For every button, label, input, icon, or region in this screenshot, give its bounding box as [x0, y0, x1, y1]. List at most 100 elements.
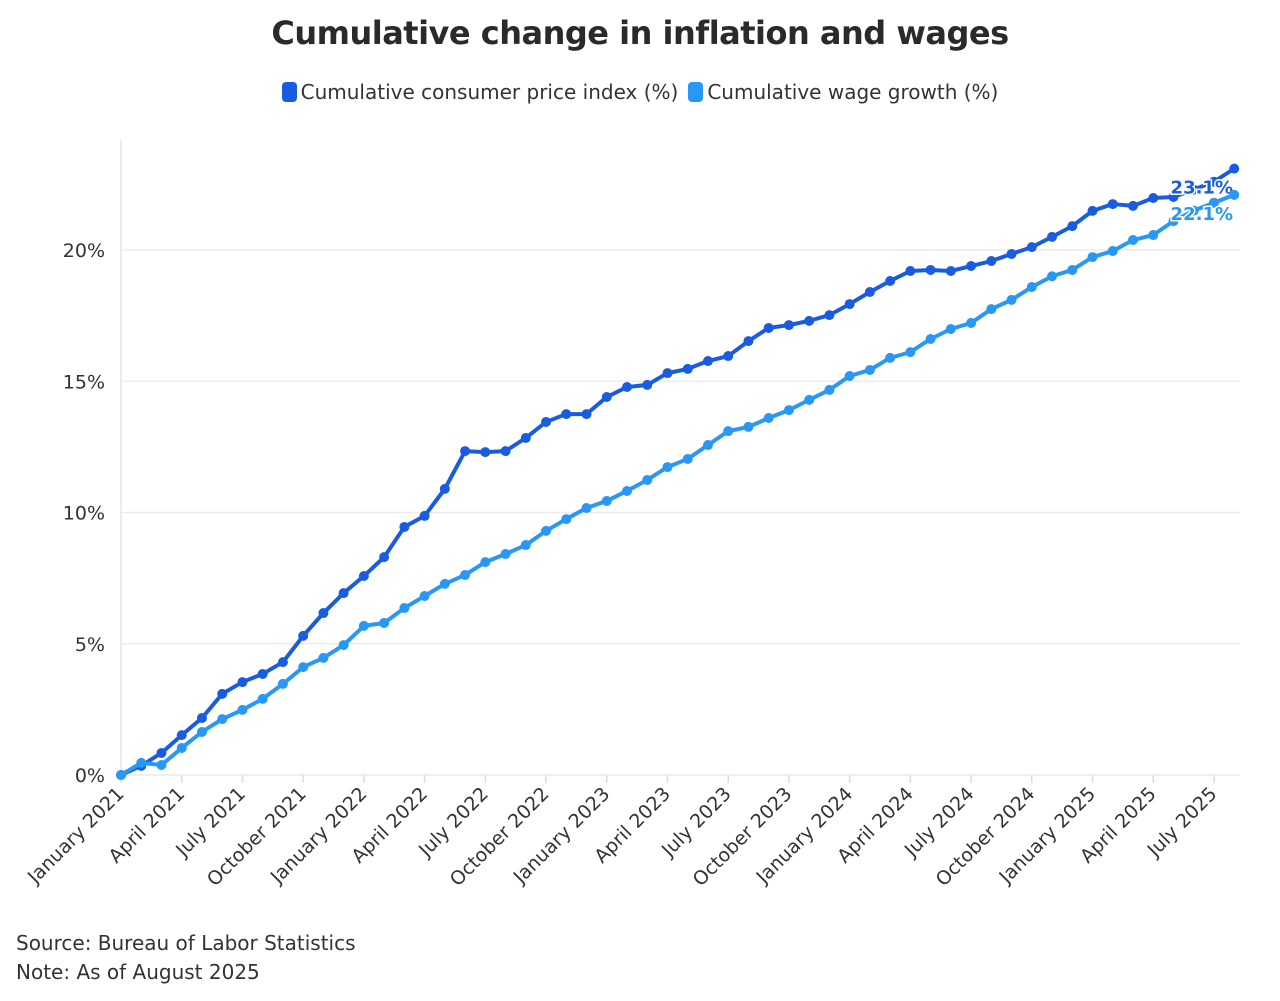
y-tick-label: 0% [75, 765, 105, 787]
wage-point [237, 704, 248, 715]
legend-label-cpi: Cumulative consumer price index (%) [300, 80, 679, 104]
wage-point [743, 421, 754, 432]
cpi-point [1107, 199, 1118, 210]
x-tick-label: January 2021 [23, 783, 129, 889]
cpi-point [1087, 205, 1098, 216]
wage-point [1208, 197, 1219, 208]
wage-point [277, 678, 288, 689]
cpi-point [986, 256, 997, 267]
cpi-end-label: 23.1% [1171, 178, 1233, 199]
y-tick-label: 20% [63, 240, 105, 262]
legend: Cumulative consumer price index (%) Cumu… [0, 80, 1280, 104]
wage-point [561, 514, 572, 525]
wage-point [1168, 216, 1179, 227]
wage-point [702, 440, 713, 451]
wage-point [318, 652, 329, 663]
wage-point [804, 394, 815, 405]
wage-point [925, 333, 936, 344]
cpi-point [1026, 242, 1037, 253]
cpi-point [257, 668, 268, 679]
cpi-point [642, 379, 653, 390]
cpi-point [682, 363, 693, 374]
cpi-point [966, 261, 977, 272]
wage-point [601, 495, 612, 506]
wage-point [116, 770, 126, 780]
cpi-point [379, 552, 390, 563]
cpi-point [480, 447, 491, 458]
cpi-point [1229, 163, 1240, 174]
wage-point [1067, 264, 1078, 275]
wage-point [520, 540, 531, 551]
cpi-point [1208, 176, 1219, 187]
cpi-point [439, 483, 450, 494]
wage-point [136, 757, 147, 768]
legend-swatch-wage [688, 82, 704, 102]
cpi-point [338, 588, 349, 599]
wage-point [662, 462, 673, 473]
cpi-point [622, 382, 632, 393]
wage-point [885, 352, 896, 363]
cpi-point [702, 356, 713, 367]
wage-line [119, 192, 1237, 777]
wage-point [257, 693, 268, 704]
cpi-point [1067, 221, 1078, 232]
wage-point [379, 618, 390, 629]
wage-point [196, 726, 207, 737]
cpi-point [844, 299, 855, 310]
wage-point [642, 474, 653, 485]
cpi-point [298, 630, 309, 641]
wage-point [1188, 205, 1199, 216]
wage-point [581, 503, 592, 514]
cpi-point [783, 320, 794, 331]
cpi-point [1128, 200, 1138, 211]
cpi-point [1168, 191, 1179, 202]
source-note: Source: Bureau of Labor Statistics [16, 931, 356, 955]
cpi-point [358, 571, 369, 582]
cpi-point [804, 315, 815, 326]
wage-point [966, 317, 977, 328]
wage-point [156, 760, 167, 771]
y-tick-label: 15% [63, 371, 105, 393]
cpi-point [399, 521, 410, 532]
wage-point [1148, 230, 1159, 241]
legend-item-cpi: Cumulative consumer price index (%) [281, 80, 679, 104]
cpi-point [318, 608, 329, 619]
cpi-point [662, 368, 673, 379]
legend-label-wage: Cumulative wage growth (%) [707, 80, 999, 104]
wage-point [541, 525, 552, 536]
cpi-point [763, 322, 774, 333]
cpi-point [156, 747, 167, 758]
wage-point [298, 662, 309, 673]
wage-point [945, 324, 956, 335]
wage-point [682, 453, 693, 464]
cpi-point [864, 287, 875, 297]
wage-point [1107, 246, 1118, 257]
wage-point [338, 640, 349, 651]
wage-point [176, 742, 187, 753]
cpi-point [905, 266, 916, 276]
legend-item-wage: Cumulative wage growth (%) [688, 80, 998, 104]
wage-point [905, 347, 916, 358]
cpi-point [520, 432, 531, 443]
cpi-point [743, 336, 754, 347]
cpi-point [176, 730, 187, 741]
wage-end-label: 22.1% [1171, 204, 1233, 225]
wage-point [480, 557, 491, 568]
wage-point [1006, 294, 1017, 305]
cpi-point [277, 657, 288, 668]
cpi-point [723, 351, 734, 362]
cpi-point [925, 264, 936, 275]
cpi-point [237, 677, 248, 688]
wage-point [1128, 235, 1138, 246]
cpi-point [945, 266, 956, 276]
date-note: Note: As of August 2025 [16, 960, 260, 984]
cpi-point [824, 310, 835, 321]
cpi-point [460, 446, 471, 457]
cpi-line [119, 166, 1237, 777]
cpi-point [196, 713, 207, 724]
wage-point [399, 603, 410, 614]
cpi-point [1188, 184, 1199, 195]
chart-title: Cumulative change in inflation and wages [271, 14, 1009, 52]
wage-point [1026, 282, 1037, 293]
